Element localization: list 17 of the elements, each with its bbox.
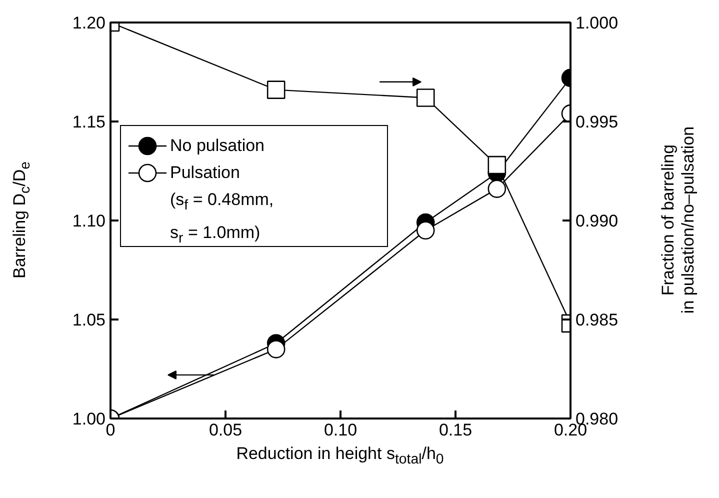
legend-label: Pulsation (s$_{f}$ = 0.48mm, s$_{r}$ = 1.0mm) <box>170 162 274 249</box>
x-tick-label: 0.10 <box>324 420 358 440</box>
y2-tick-label: 0.995 <box>576 112 618 132</box>
y-tick-label: 1.20 <box>72 14 106 32</box>
y-tick-label: 1.00 <box>72 410 106 428</box>
y-tick-label: 1.05 <box>72 310 106 330</box>
y2-axis-title: Fraction of barreling in pulsation/no–pulsation <box>658 126 698 314</box>
x-axis-title: Reduction in height s$_{total}$/h$_{0}$ <box>235 444 445 468</box>
x-tick-label: 0 <box>106 420 116 440</box>
y2-tick-label: 0.985 <box>576 310 618 330</box>
y2-tick-label: 1.000 <box>576 14 618 32</box>
x-tick-label: 0.05 <box>208 420 242 440</box>
legend-label: No pulsation <box>170 135 265 157</box>
y-tick-label: 1.15 <box>72 112 106 132</box>
y-tick-label: 1.10 <box>72 212 106 230</box>
x-tick-label: 0.15 <box>438 420 472 440</box>
y2-tick-label: 0.990 <box>576 212 618 230</box>
